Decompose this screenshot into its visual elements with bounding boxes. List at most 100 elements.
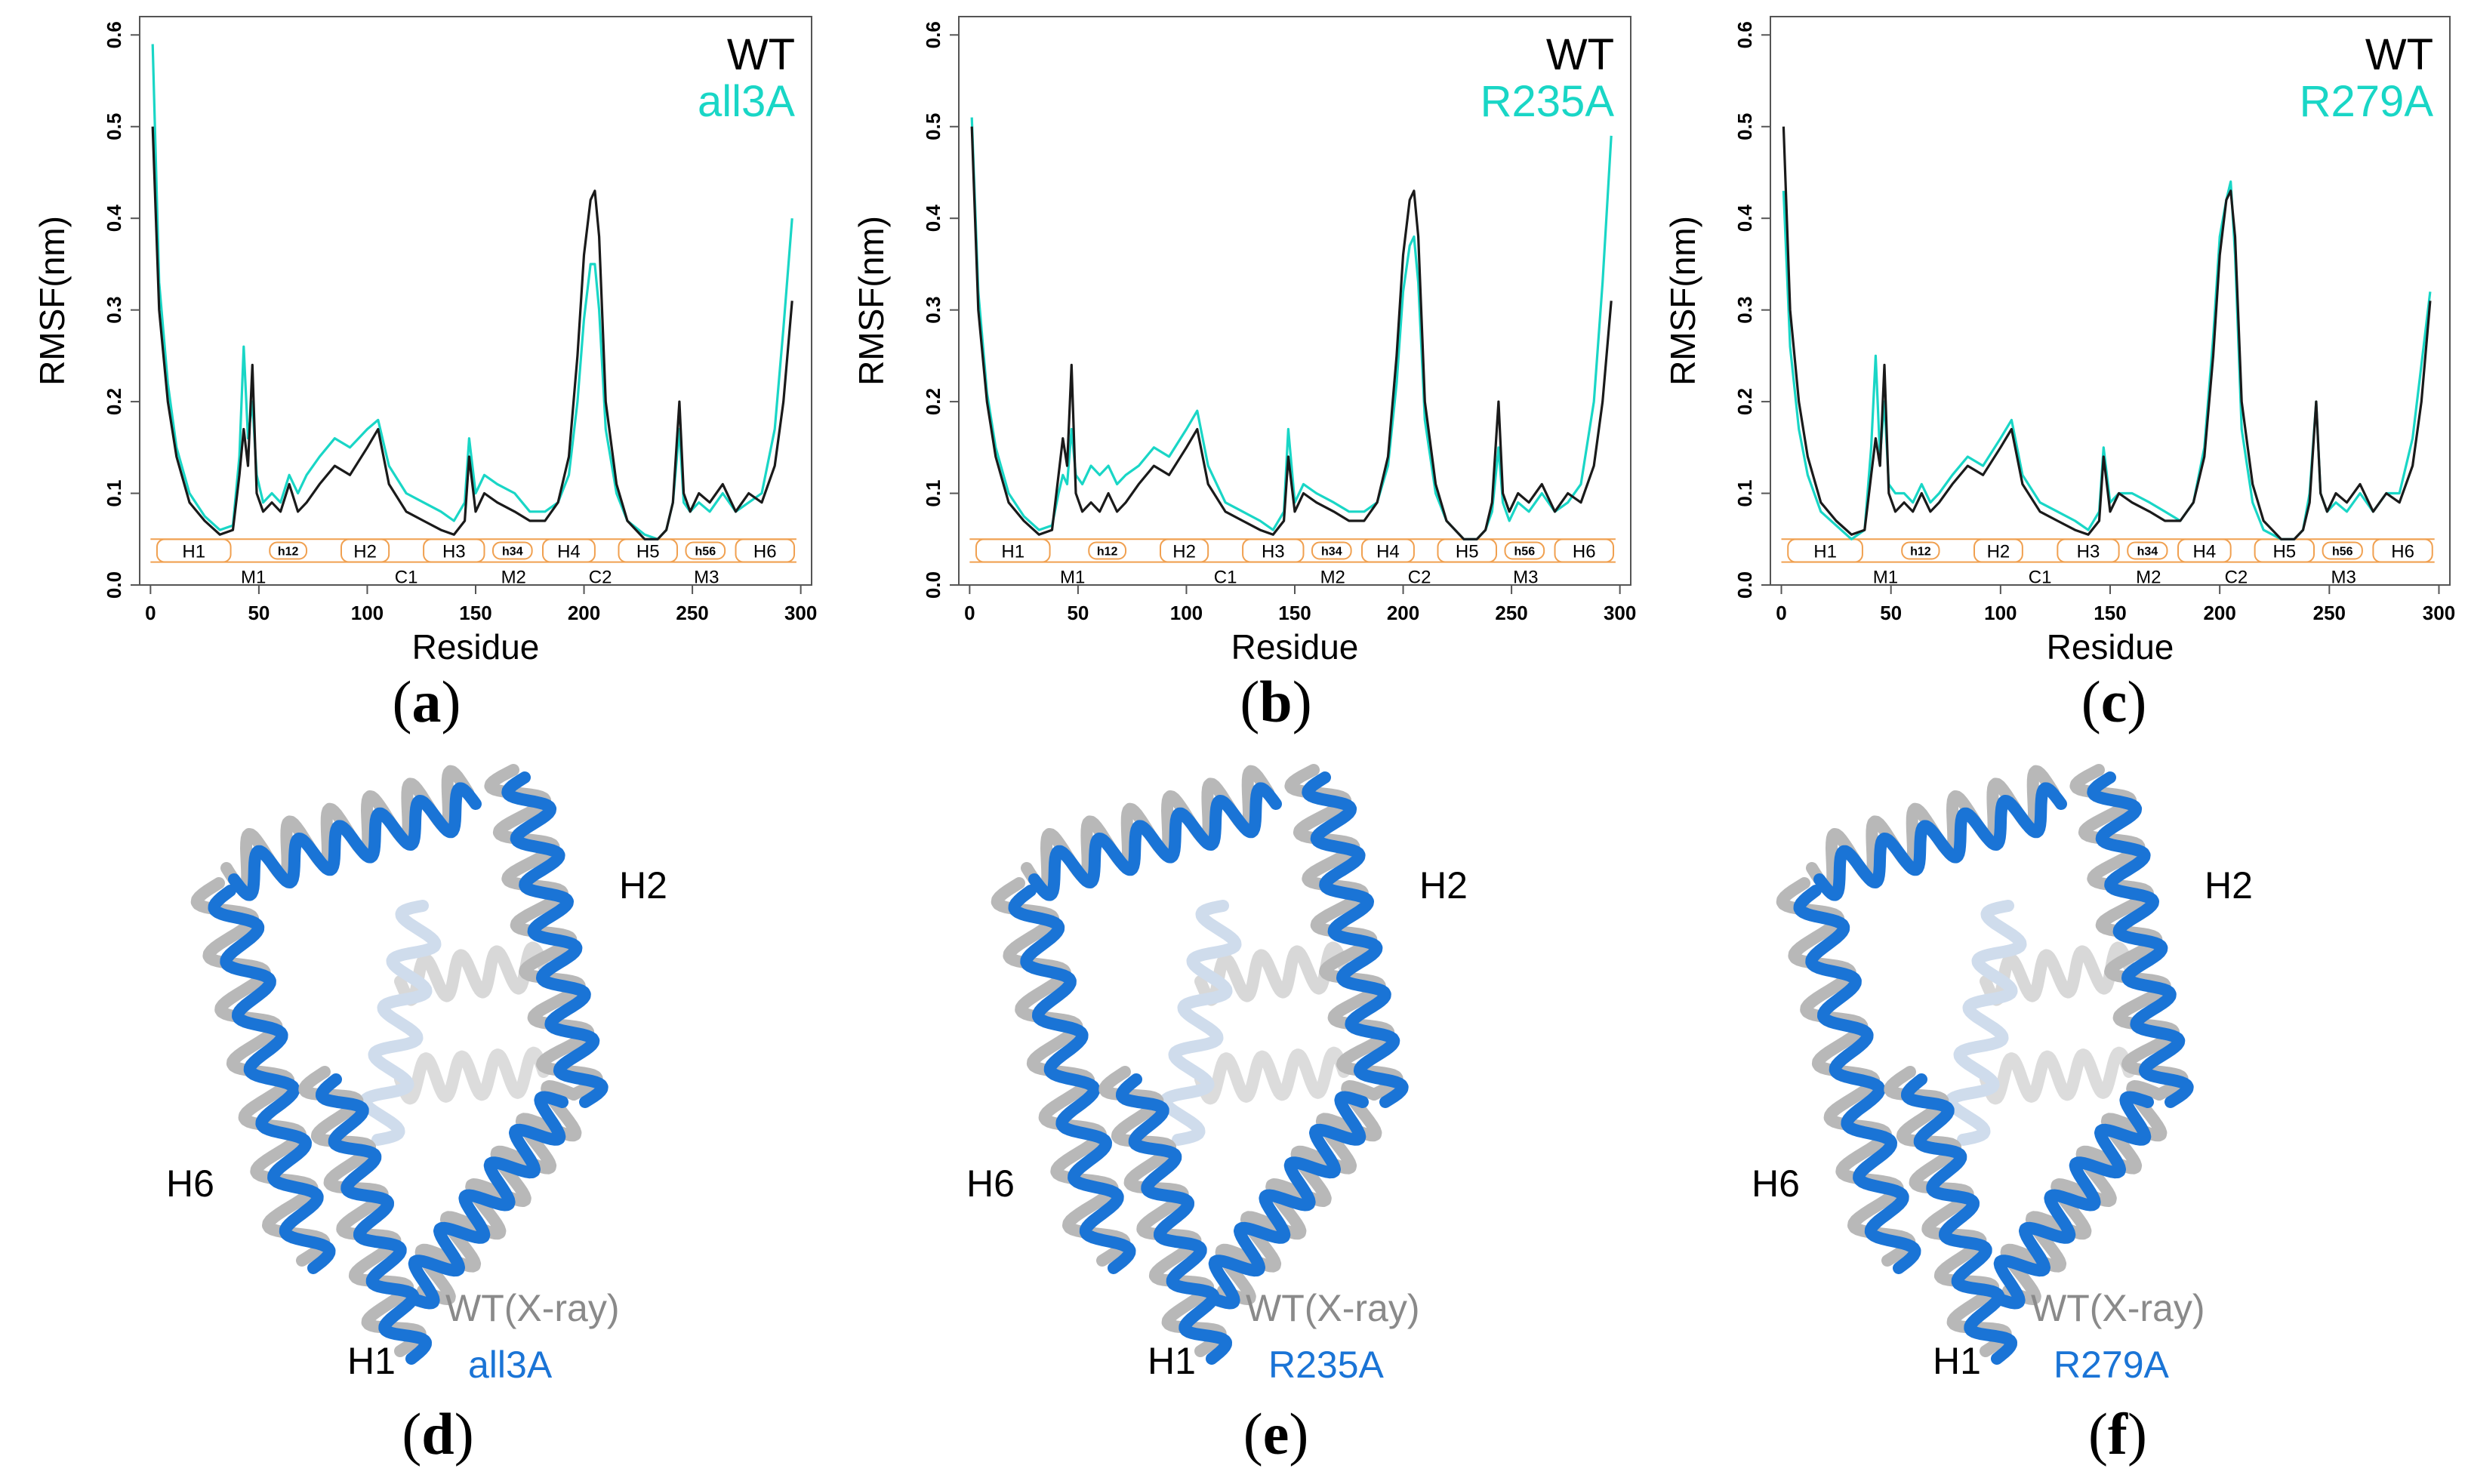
segment-box-H4 — [1361, 538, 1415, 563]
segment-label-H6: H6 — [2391, 541, 2414, 562]
segment-label-H5: H5 — [2272, 541, 2296, 562]
y-tick-label: 0.6 — [1733, 21, 1756, 48]
y-tick-label: 0.0 — [922, 571, 944, 599]
label-h2: H2 — [619, 864, 667, 907]
segment-label-M1: M1 — [241, 568, 266, 588]
label-mutant: R279A — [2054, 1344, 2170, 1386]
helix-h1-wt — [1098, 1066, 1227, 1357]
label-wt-xray: WT(X-ray) — [2031, 1287, 2205, 1329]
segment-box-h56 — [2322, 541, 2363, 560]
helix-inner-2 — [1980, 1046, 2135, 1105]
helix-right-mut — [2087, 771, 2194, 1108]
segment-label-M2: M2 — [2136, 568, 2161, 588]
x-tick-label: 50 — [1880, 602, 1902, 624]
x-tick-label: 0 — [145, 602, 156, 624]
panel-label-d: (d) — [402, 1401, 474, 1467]
x-tick-label: 150 — [459, 602, 491, 624]
x-tick-label: 300 — [784, 602, 817, 624]
y-tick-label: 0.2 — [922, 388, 944, 415]
x-tick-label: 250 — [676, 602, 708, 624]
label-h6: H6 — [166, 1162, 214, 1205]
label-h6: H6 — [1752, 1162, 1800, 1205]
segment-label-h12: h12 — [1097, 545, 1118, 558]
y-tick-label: 0.2 — [1733, 388, 1756, 415]
segment-box-H3 — [1242, 538, 1305, 563]
segment-box-H1 — [156, 538, 232, 563]
structure-d: H2 H6 H1 WT(X-ray) all3A — [151, 717, 830, 1396]
panel-label-f: (f) — [2088, 1401, 2147, 1467]
segment-label-H1: H1 — [1813, 541, 1837, 562]
helix-left-mut — [1008, 885, 1136, 1274]
segment-label-H6: H6 — [1573, 541, 1596, 562]
rmsf-chart-c: 0.0 0.1 0.2 0.3 0.4 0.5 0.6 0 50 100 150 200 250 300 R… — [1631, 0, 2461, 679]
y-tick-label: 0.0 — [103, 571, 125, 599]
segment-box-h12 — [1088, 541, 1127, 560]
panel-label-b: (b) — [1240, 669, 1312, 734]
structure-e: H2 H6 H1 WT(X-ray) R235A — [951, 717, 1631, 1396]
label-wt-xray: WT(X-ray) — [445, 1287, 620, 1329]
segment-label-M1: M1 — [1873, 568, 1898, 588]
helix-bottom-mut — [1206, 1091, 1369, 1310]
segment-label-C1: C1 — [2029, 568, 2052, 588]
x-tick-label: 250 — [2313, 602, 2346, 624]
label-wt-xray: WT(X-ray) — [1246, 1287, 1420, 1329]
y-tick-label: 0.4 — [1733, 205, 1756, 232]
segment-label-H4: H4 — [557, 541, 581, 562]
helix-inner-1 — [1980, 941, 2135, 1006]
segment-box-H3 — [2057, 538, 2120, 563]
label-mutant: all3A — [468, 1344, 553, 1386]
segment-box-h34 — [2127, 541, 2168, 560]
legend-wt: WT — [1546, 30, 1614, 79]
segment-label-H2: H2 — [353, 541, 377, 562]
segment-box-h12 — [1901, 541, 1940, 560]
label-h1: H1 — [347, 1340, 396, 1382]
x-tick-label: 0 — [964, 602, 975, 624]
y-tick-label: 0.3 — [1733, 297, 1756, 324]
x-tick-label: 200 — [1387, 602, 1419, 624]
y-axis-title: RMSF(nm) — [1663, 216, 1702, 386]
segment-box-H2 — [1973, 538, 2023, 563]
segment-box-H1 — [975, 538, 1051, 563]
series-line-WT — [1782, 126, 2432, 540]
x-tick-label: 100 — [1170, 602, 1203, 624]
rmsf-chart-c-svg: 0.0 0.1 0.2 0.3 0.4 0.5 0.6 0 50 100 150 200 250 300 R… — [1663, 16, 2455, 667]
segment-label-h34: h34 — [502, 545, 523, 558]
helix-h1-mut — [1901, 1073, 2017, 1365]
x-axis-title: Residue — [2047, 627, 2174, 667]
y-tick-label: 0.0 — [1733, 571, 1756, 599]
helix-inner-3 — [359, 900, 442, 1146]
legend-wt: WT — [727, 30, 795, 79]
rmsf-chart-a: 0.0 0.1 0.2 0.3 0.4 0.5 0.6 0 50 100 150 200 250 300 R… — [0, 0, 823, 679]
x-tick-label: 50 — [248, 602, 270, 624]
rmsf-chart-b-svg: 0.0 0.1 0.2 0.3 0.4 0.5 0.6 0 50 100 150 200 250 300 R… — [852, 16, 1636, 667]
helix-bottom-mut — [405, 1091, 568, 1310]
y-tick-label: 0.4 — [922, 205, 944, 232]
segment-label-M2: M2 — [501, 568, 526, 588]
x-tick-label: 150 — [1278, 602, 1311, 624]
segment-label-H6: H6 — [753, 541, 777, 562]
helix-h1-wt — [1884, 1066, 2012, 1357]
rmsf-chart-a-svg: 0.0 0.1 0.2 0.3 0.4 0.5 0.6 0 50 100 150 200 250 300 R… — [32, 16, 817, 667]
series-line-WT — [151, 126, 793, 540]
segment-label-C1: C1 — [1214, 568, 1237, 588]
segment-box-h34 — [1311, 541, 1352, 560]
y-tick-label: 0.3 — [103, 297, 125, 324]
segment-box-H1 — [1787, 538, 1863, 563]
x-tick-label: 200 — [2203, 602, 2235, 624]
legend-wt: WT — [2365, 30, 2433, 79]
segment-label-H4: H4 — [2192, 541, 2216, 562]
structure-e-image: H2 H6 H1 WT(X-ray) R235A — [966, 764, 1468, 1386]
y-tick-label: 0.6 — [103, 21, 125, 48]
legend-mutant: R235A — [1480, 77, 1615, 126]
y-tick-label: 0.4 — [103, 205, 125, 232]
legend-mutant: R279A — [2300, 77, 2434, 126]
y-tick-label: 0.2 — [103, 388, 125, 415]
panel-label-e: (e) — [1243, 1401, 1309, 1467]
segment-label-h56: h56 — [2332, 545, 2353, 558]
segment-label-H1: H1 — [182, 541, 205, 562]
segment-label-H2: H2 — [1987, 541, 2010, 562]
segment-box-h56 — [1504, 541, 1545, 560]
x-axis-title: Residue — [412, 627, 540, 667]
segment-label-M2: M2 — [1320, 568, 1345, 588]
y-tick-label: 0.3 — [922, 297, 944, 324]
